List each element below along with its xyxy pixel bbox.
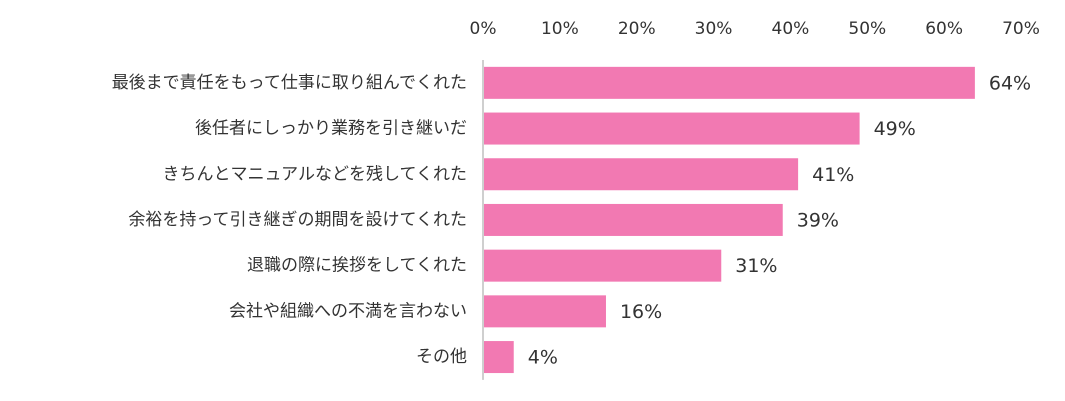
- data-label: 16%: [620, 301, 662, 323]
- category-label: 後任者にしっかり業務を引き継いだ: [195, 119, 467, 139]
- data-label: 31%: [735, 255, 777, 277]
- x-axis-ticks: 0% 10% 20% 30% 40% 50% 60% 70%: [470, 19, 1040, 39]
- x-tick-label: 10%: [541, 19, 579, 39]
- category-label: 退職の際に挨拶をしてくれた: [247, 256, 467, 276]
- data-label: 64%: [989, 72, 1031, 94]
- bar: [484, 249, 722, 282]
- value-labels: 64% 49% 41% 39% 31% 16% 4%: [528, 72, 1031, 368]
- x-tick-label: 50%: [848, 19, 886, 39]
- category-label: その他: [416, 347, 467, 367]
- x-tick-label: 0%: [470, 19, 497, 39]
- data-label: 39%: [797, 209, 839, 231]
- bar: [484, 158, 799, 191]
- category-label: きちんとマニュアルなどを残してくれた: [163, 164, 467, 184]
- bar: [484, 112, 860, 145]
- bar: [484, 295, 606, 328]
- category-label: 会社や組織への不満を言わない: [229, 301, 467, 321]
- bar: [484, 203, 783, 236]
- x-tick-label: 30%: [695, 19, 733, 39]
- x-tick-label: 60%: [925, 19, 963, 39]
- category-labels: 最後まで責任をもって仕事に取り組んでくれた後任者にしっかり業務を引き継いだきちん…: [112, 73, 467, 367]
- x-tick-label: 70%: [1002, 19, 1040, 39]
- data-label: 49%: [874, 118, 916, 140]
- bar: [484, 341, 514, 374]
- category-label: 余裕を持って引き継ぎの期間を設けてくれた: [128, 210, 467, 230]
- data-label: 41%: [812, 164, 854, 186]
- bars: [484, 66, 975, 374]
- x-tick-label: 20%: [618, 19, 656, 39]
- data-label: 4%: [528, 347, 558, 369]
- x-tick-label: 40%: [772, 19, 810, 39]
- category-label: 最後まで責任をもって仕事に取り組んでくれた: [112, 73, 467, 93]
- bar: [484, 66, 975, 99]
